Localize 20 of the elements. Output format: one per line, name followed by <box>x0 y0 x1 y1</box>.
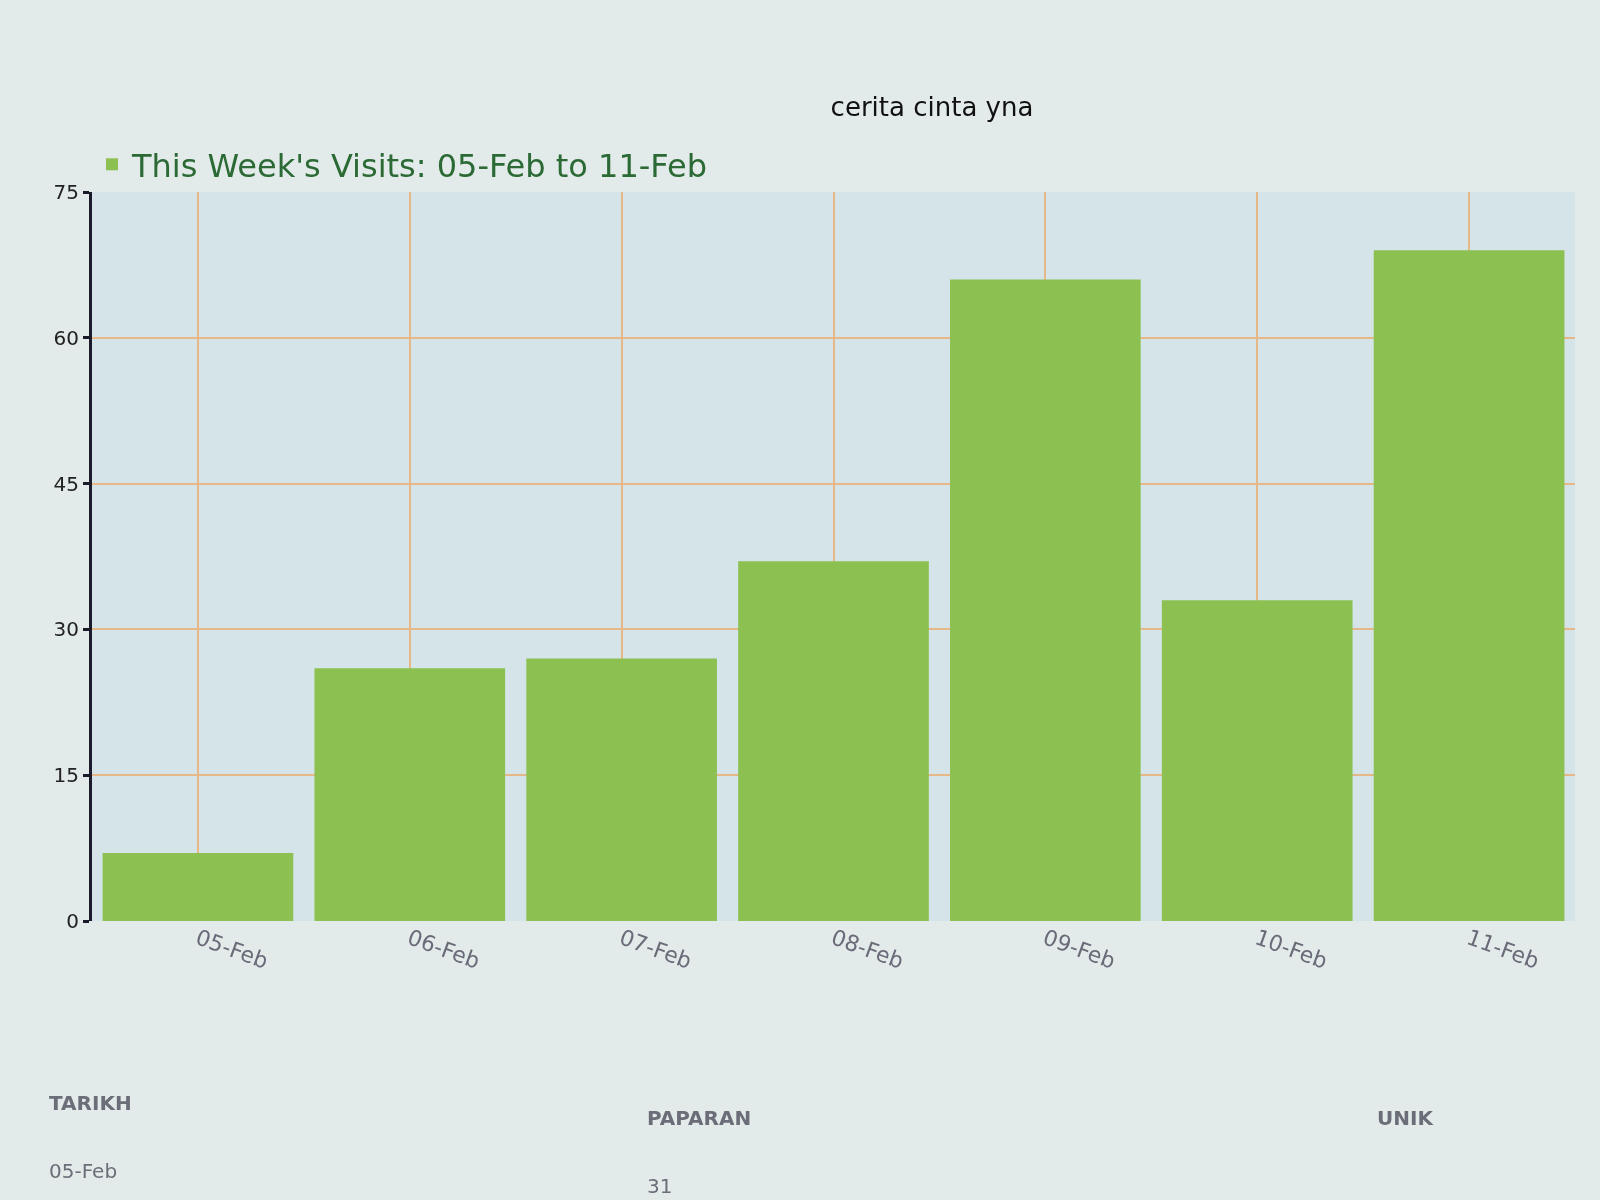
text: 31 <box>647 1174 673 1198</box>
text: TARIKH <box>49 1091 132 1115</box>
y-tick-label: 30 <box>53 617 79 642</box>
bar <box>1373 250 1565 921</box>
chart-title: cerita cinta yna <box>830 92 1034 123</box>
text: 05-Feb <box>49 1159 118 1183</box>
y-tick-label: 75 <box>53 180 79 204</box>
y-tick-label: 60 <box>53 325 79 350</box>
text: PAPARAN <box>647 1106 752 1130</box>
y-tick-label: 15 <box>53 763 79 788</box>
bar <box>1161 600 1353 921</box>
bar <box>102 852 294 921</box>
bar <box>738 561 929 921</box>
text: UNIK <box>1377 1106 1435 1130</box>
bar <box>314 668 506 921</box>
bar <box>526 658 717 921</box>
legend-label: This Week's Visits: 05-Feb to 11-Feb <box>131 146 707 185</box>
y-tick-label: 0 <box>66 909 79 933</box>
y-tick-label: 45 <box>53 471 79 496</box>
bar <box>950 279 1141 921</box>
